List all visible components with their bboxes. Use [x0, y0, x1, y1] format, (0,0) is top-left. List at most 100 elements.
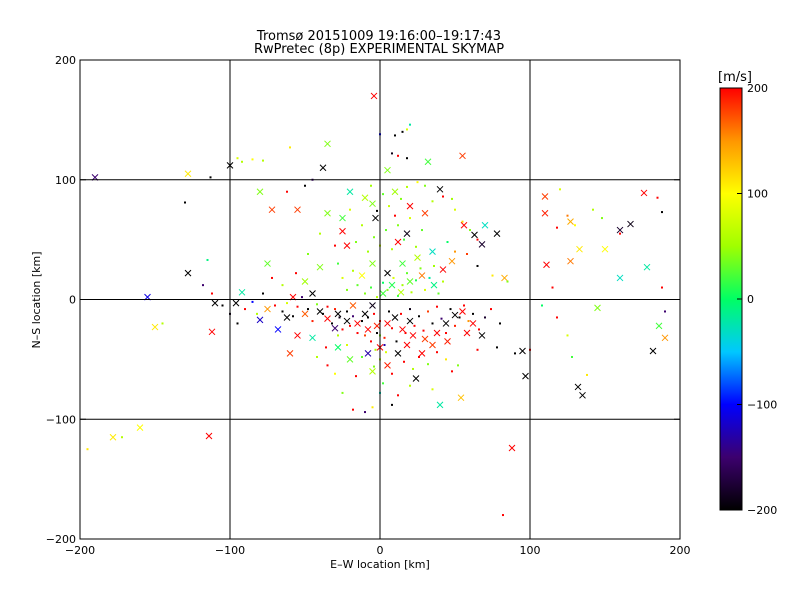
dot-point	[341, 276, 344, 279]
cross-point	[364, 350, 372, 357]
cross-point	[616, 226, 624, 234]
cross-point	[211, 299, 219, 307]
dot-point	[436, 305, 438, 308]
dot-point	[382, 281, 384, 284]
dot-point	[121, 436, 123, 439]
dot-point	[325, 346, 327, 349]
dot-point	[476, 348, 479, 351]
dot-point	[338, 316, 341, 319]
cross-point	[205, 432, 213, 440]
dot-point	[397, 394, 399, 397]
cross-point	[316, 263, 324, 271]
dot-point	[424, 288, 426, 291]
cross-point	[429, 248, 436, 255]
dot-point	[364, 292, 366, 295]
cross-point	[294, 332, 301, 339]
cross-point	[343, 317, 351, 325]
dot-point	[370, 286, 372, 289]
dot-point	[410, 291, 413, 294]
x-tick-label: 0	[377, 544, 384, 557]
dot-point	[349, 208, 351, 211]
dot-point	[361, 224, 363, 227]
cross-point	[343, 242, 351, 249]
cross-point	[286, 350, 294, 357]
dot-point	[422, 329, 425, 332]
dot-point	[445, 332, 447, 335]
dot-point	[541, 304, 543, 307]
dot-point	[406, 185, 408, 188]
dot-point	[574, 224, 576, 227]
y-axis-label: N–S location [km]	[30, 251, 43, 348]
cross-point	[372, 214, 379, 222]
dot-point	[394, 134, 396, 137]
dot-point	[394, 214, 396, 217]
dot-point	[391, 327, 393, 330]
cross-point	[421, 209, 429, 217]
cross-point	[661, 334, 669, 342]
chart-subtitle: RwPretec (8p) EXPERIMENTAL SKYMAP	[254, 42, 504, 57]
dot-point	[391, 248, 393, 251]
dot-point	[656, 196, 659, 199]
dot-point	[337, 262, 339, 265]
colorbar-tick-label: −200	[747, 504, 777, 517]
cross-point	[414, 254, 421, 261]
dot-point	[476, 238, 479, 241]
dot-point	[502, 514, 504, 517]
dot-point	[661, 211, 663, 214]
dot-point	[461, 220, 464, 223]
cross-point	[424, 158, 432, 166]
cross-point	[444, 338, 451, 345]
cross-point	[541, 209, 549, 217]
dot-point	[281, 310, 284, 313]
cross-point	[649, 347, 657, 355]
cross-point	[264, 260, 271, 267]
cross-point	[418, 350, 426, 357]
cross-point	[406, 317, 414, 325]
x-tick-label: −200	[65, 544, 95, 557]
cross-point	[459, 308, 466, 315]
cross-point	[268, 206, 276, 214]
dot-point	[364, 334, 366, 337]
cross-point	[364, 326, 372, 333]
dot-point	[388, 310, 390, 313]
y-tick-label: 200	[55, 54, 76, 67]
dot-point	[586, 373, 588, 376]
cross-point	[457, 394, 465, 402]
dot-point	[409, 217, 411, 220]
dot-point	[304, 184, 306, 187]
cross-point	[493, 230, 501, 237]
dot-point	[281, 284, 284, 287]
cross-point	[109, 433, 117, 441]
cross-point	[519, 347, 526, 355]
dot-point	[437, 292, 440, 295]
dot-point	[376, 296, 378, 299]
cross-point	[354, 320, 361, 327]
dot-point	[286, 302, 288, 305]
colorbar-label: [m/s]	[718, 70, 752, 85]
chart-title: Tromsø 20151009 19:16:00–19:17:43	[256, 29, 501, 44]
dot-point	[251, 300, 254, 303]
dot-point	[415, 279, 417, 282]
dot-point	[424, 184, 426, 187]
dot-point	[469, 229, 471, 232]
colorbar-tick-label: −100	[747, 399, 777, 412]
dot-point	[467, 320, 470, 323]
cross-point	[339, 214, 346, 222]
y-tick-label: 100	[55, 174, 76, 187]
cross-point	[373, 322, 381, 330]
dot-point	[382, 193, 384, 196]
dot-point	[463, 304, 465, 307]
dot-point	[202, 284, 204, 287]
cross-point	[567, 218, 574, 226]
dot-point	[376, 209, 378, 212]
dot-point	[409, 123, 411, 126]
dot-point	[383, 344, 386, 347]
cross-point	[436, 185, 444, 193]
cross-point	[334, 310, 342, 318]
dot-point	[361, 320, 363, 323]
dot-point	[551, 286, 554, 289]
dot-point	[409, 384, 411, 387]
dot-point	[349, 324, 351, 327]
cross-point	[369, 302, 376, 309]
